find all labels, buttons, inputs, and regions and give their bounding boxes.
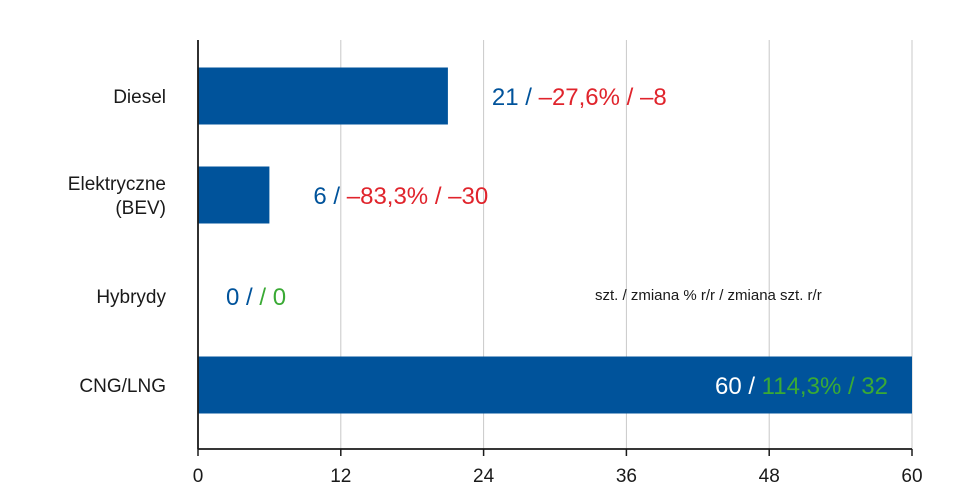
axes [197,40,913,456]
bar [198,166,270,224]
x-tick-label: 12 [330,466,351,487]
category-label: Diesel [113,87,166,108]
category-label: CNG/LNG [79,376,166,397]
x-tick-label: 60 [901,466,922,487]
category-labels: Diesel Elektryczne (BEV) Hybrydy CNG/LNG [68,87,167,397]
bar [198,67,448,125]
bar [198,356,912,414]
units-note: szt. / zmiana % r/r / zmiana szt. r/r [595,287,822,304]
category-label: Elektryczne (BEV) [68,174,166,219]
data-label: 6 / –83,3% / –30 [313,183,488,210]
x-tick-label: 0 [193,466,204,487]
data-label: 21 / –27,6% / –8 [492,84,667,111]
bars [198,67,912,414]
x-tick-label: 36 [616,466,637,487]
category-label: Hybrydy [96,287,166,308]
tick-labels: 0 12 24 36 48 60 [193,466,923,487]
data-label: 60 / 114,3% / 32 [715,373,888,400]
x-tick-label: 24 [473,466,495,487]
data-label: 0 / / 0 [226,284,286,311]
x-tick-label: 48 [759,466,780,487]
data-labels: 21 / –27,6% / –8 6 / –83,3% / –30 0 / / 0 6… [226,84,888,400]
